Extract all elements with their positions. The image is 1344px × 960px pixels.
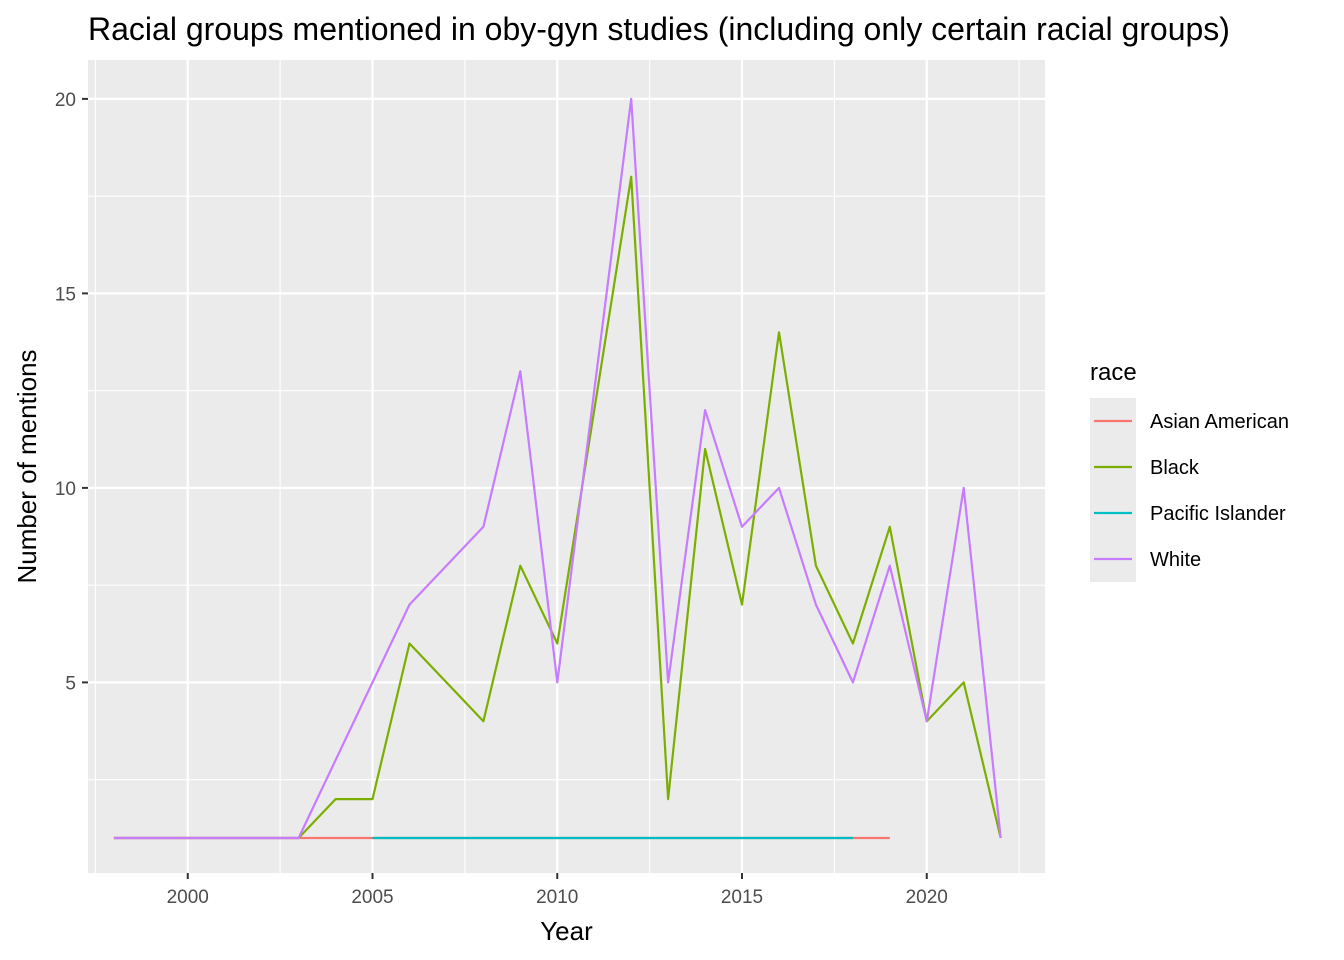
legend-item-asian-american: Asian American — [1090, 398, 1289, 444]
y-axis-title: Number of mentions — [12, 349, 42, 583]
legend-item-black: Black — [1090, 444, 1200, 490]
x-tick-label: 2010 — [536, 887, 578, 908]
x-axis: 2000 2005 2010 2015 2020 — [167, 873, 948, 908]
y-tick-label: 20 — [55, 90, 76, 111]
x-tick-label: 2000 — [167, 887, 209, 908]
x-tick-label: 2005 — [351, 887, 393, 908]
major-gridlines — [88, 60, 1045, 873]
y-tick-label: 10 — [55, 479, 76, 500]
legend-label: Pacific Islander — [1150, 503, 1286, 525]
series-line-black — [113, 175, 1002, 840]
x-tick-label: 2015 — [721, 887, 763, 908]
legend-label: White — [1150, 549, 1201, 571]
x-tick-label: 2020 — [906, 887, 948, 908]
minor-gridlines — [88, 60, 1045, 873]
legend-item-white: White — [1090, 536, 1201, 582]
series-line-white — [113, 97, 1002, 840]
legend-label: Asian American — [1150, 411, 1289, 433]
chart-title: Racial groups mentioned in oby-gyn studi… — [88, 11, 1230, 47]
x-axis-title: Year — [540, 916, 593, 946]
y-tick-label: 15 — [55, 284, 76, 305]
y-axis: 5 10 15 20 — [55, 90, 88, 694]
legend-label: Black — [1150, 457, 1200, 479]
legend-title: race — [1090, 359, 1137, 386]
plot-panel — [88, 60, 1045, 873]
legend-item-pacific-islander: Pacific Islander — [1090, 490, 1286, 536]
series-lines — [113, 97, 1002, 840]
legend: race Asian American Black Pacific Islander… — [1090, 359, 1289, 582]
y-tick-label: 5 — [65, 673, 76, 694]
